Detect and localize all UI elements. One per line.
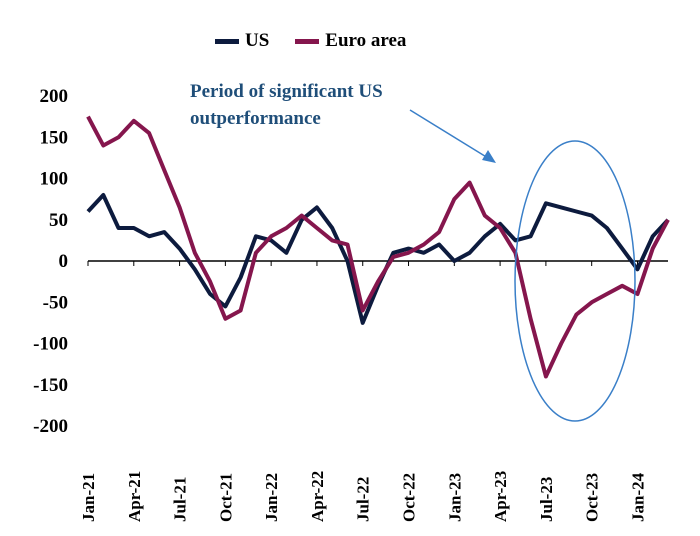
x-tick-label: Jul-23 <box>537 477 556 522</box>
outperformance-ellipse <box>514 140 636 422</box>
annotation-line-1: Period of significant US <box>190 81 383 102</box>
series-line-euro-area <box>86 115 670 379</box>
x-tick-label: Jan-23 <box>445 473 464 522</box>
y-tick-label: -50 <box>43 292 68 313</box>
legend-label-us: US <box>245 30 270 51</box>
legend-item-euro: Euro area <box>295 30 406 52</box>
x-tick-label: Apr-21 <box>125 471 144 522</box>
x-tick-label: Jul-22 <box>354 477 373 522</box>
y-tick-label: 100 <box>40 169 69 190</box>
x-tick-label: Oct-23 <box>583 473 602 522</box>
series-layer <box>86 115 670 379</box>
y-tick-label: 150 <box>40 127 69 148</box>
legend: US Euro area <box>215 30 432 52</box>
series-line-us <box>86 193 670 325</box>
x-tick-label: Oct-22 <box>400 473 419 522</box>
x-tick-label: Jan-24 <box>628 472 647 522</box>
x-axis-ticks: Jan-21 Apr-21 Jul-21 Oct-21 Jan-22 Apr-22 Jul-… <box>79 261 647 522</box>
annotation-arrow-head <box>482 150 496 163</box>
annotation-line-2: outperformance <box>190 108 321 129</box>
y-tick-label: -100 <box>33 334 68 355</box>
legend-swatch-us <box>215 38 239 44</box>
y-tick-label: 0 <box>59 251 69 272</box>
y-tick-label: -200 <box>33 416 68 437</box>
annotation-arrow <box>409 109 489 159</box>
legend-item-us: US <box>215 30 269 52</box>
x-tick-label: Oct-21 <box>216 473 235 522</box>
y-tick-label: 50 <box>49 210 68 231</box>
y-tick-label: -150 <box>33 375 68 396</box>
x-tick-label: Jan-21 <box>79 473 98 522</box>
y-tick-label: 200 <box>40 86 69 107</box>
annotation-text: Period of significant US outperformance <box>190 78 460 132</box>
x-tick-label: Apr-23 <box>491 471 510 522</box>
x-tick-label: Jan-22 <box>262 473 281 522</box>
x-tick-label: Apr-22 <box>308 471 327 522</box>
legend-label-euro: Euro area <box>325 30 407 51</box>
y-axis-ticks: 200 150 100 50 0 -50 -100 -150 -200 <box>33 86 68 437</box>
x-tick-label: Jul-21 <box>171 477 190 522</box>
legend-swatch-euro <box>295 38 320 44</box>
